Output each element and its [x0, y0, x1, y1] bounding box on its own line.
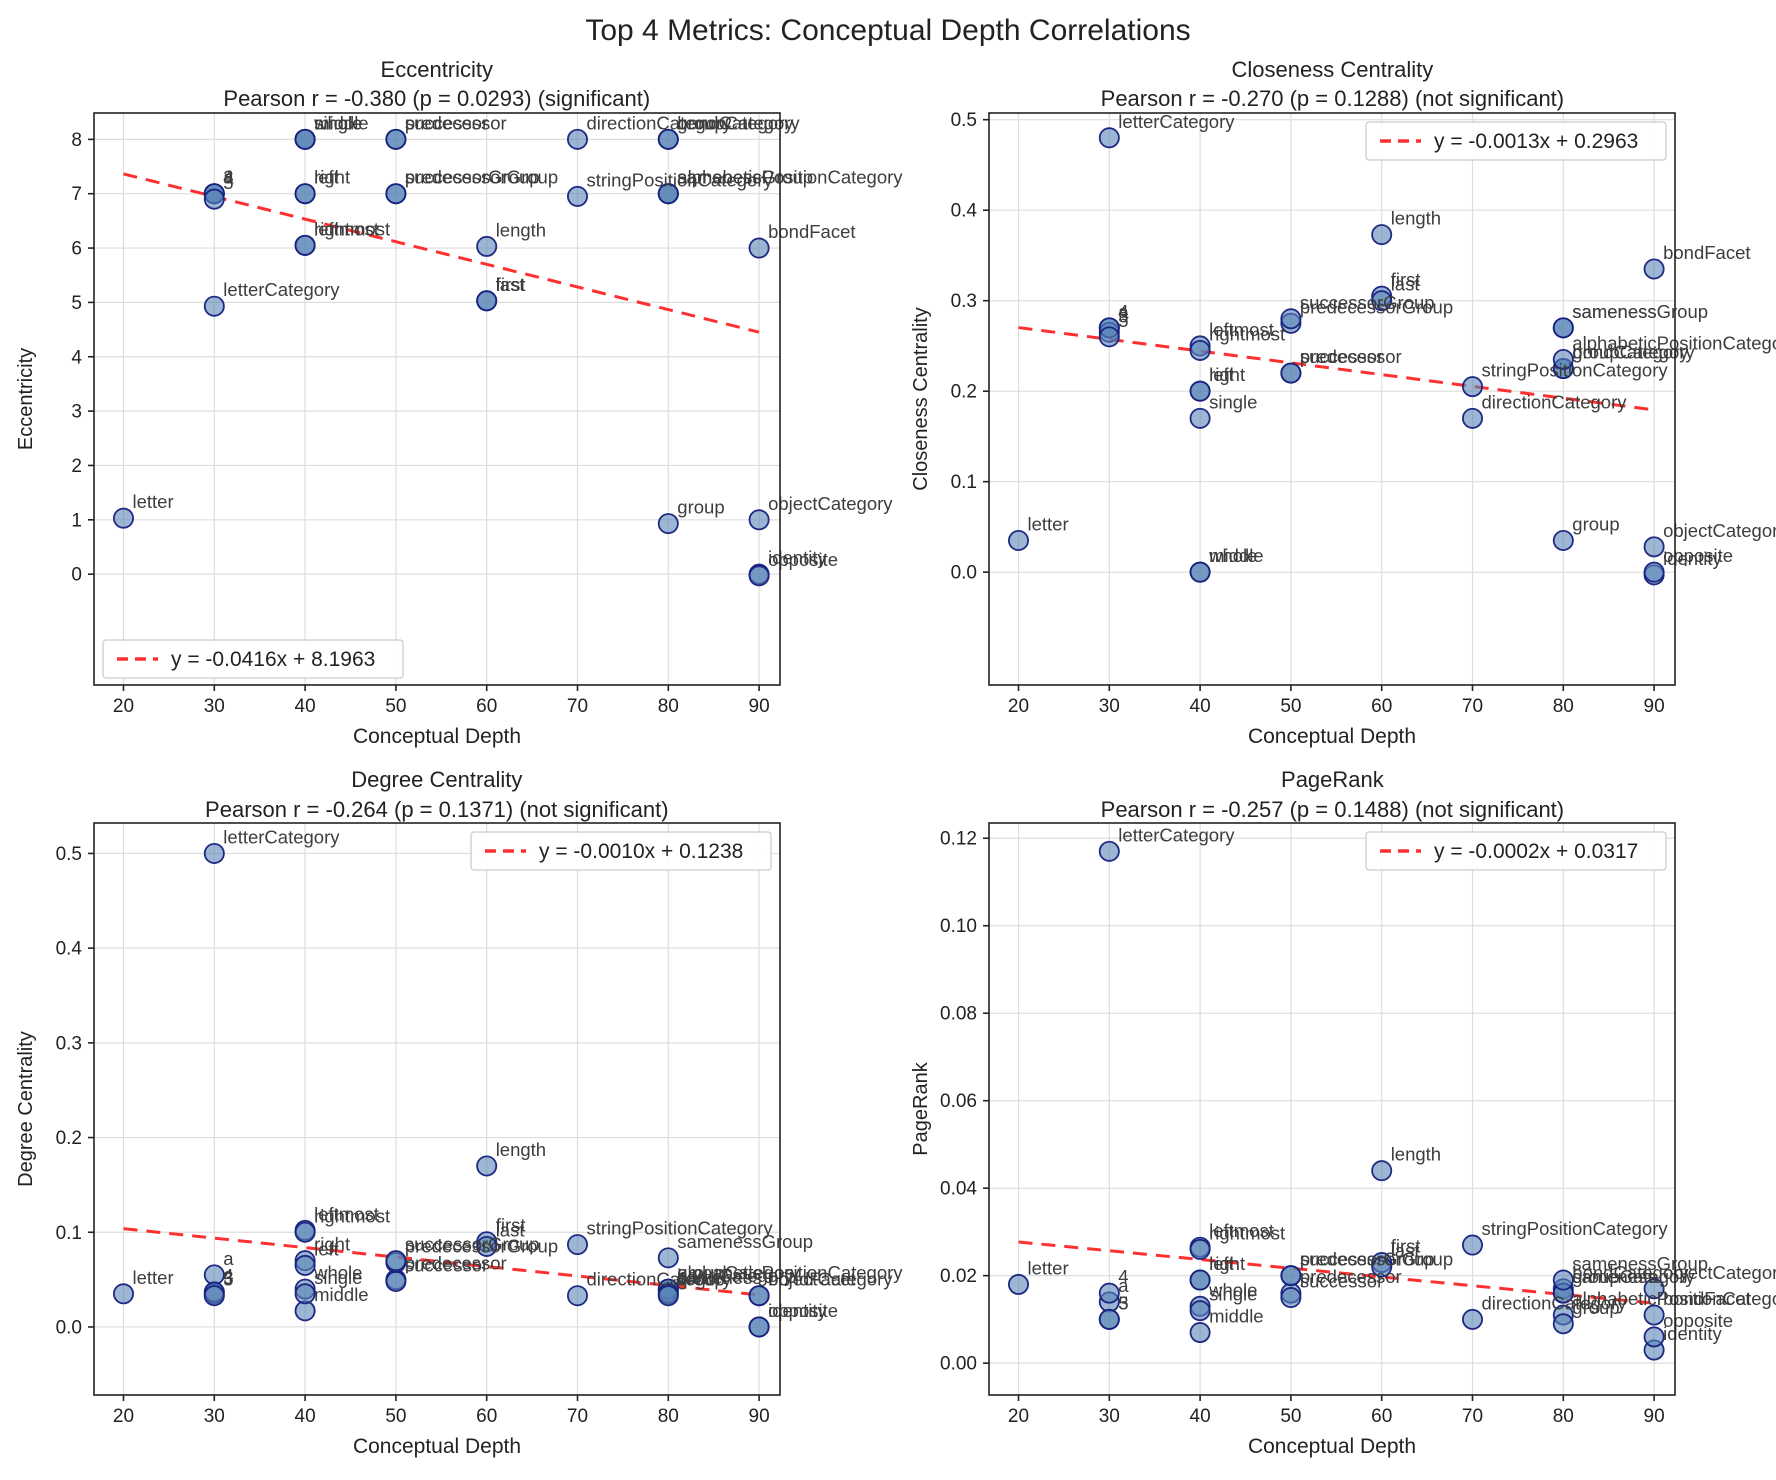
svg-text:y = -0.0013x + 0.2963: y = -0.0013x + 0.2963: [1434, 130, 1638, 153]
svg-text:y = -0.0002x + 0.0317: y = -0.0002x + 0.0317: [1434, 840, 1638, 863]
svg-text:y = -0.0416x + 8.1963: y = -0.0416x + 8.1963: [171, 648, 375, 671]
svg-text:y = -0.0010x + 0.1238: y = -0.0010x + 0.1238: [539, 840, 743, 863]
